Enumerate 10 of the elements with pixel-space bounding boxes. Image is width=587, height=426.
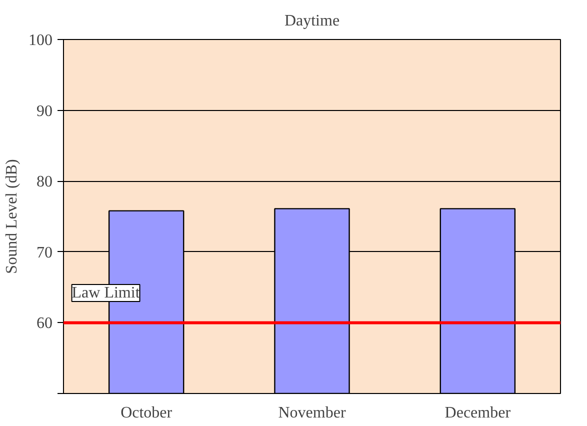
y-tick-label: 60 xyxy=(36,315,52,332)
y-tick-label: 90 xyxy=(36,102,52,120)
y-axis-title: Sound Level (dB) xyxy=(4,159,20,274)
x-tick-label: December xyxy=(444,404,512,422)
y-tick-label: 70 xyxy=(36,244,52,262)
y-tick-label: 100 xyxy=(28,32,52,49)
y-tick-label: 80 xyxy=(36,174,52,191)
chart-title: Daytime xyxy=(284,12,340,30)
x-tick-label: October xyxy=(120,404,173,422)
x-tick-label: November xyxy=(278,404,346,422)
